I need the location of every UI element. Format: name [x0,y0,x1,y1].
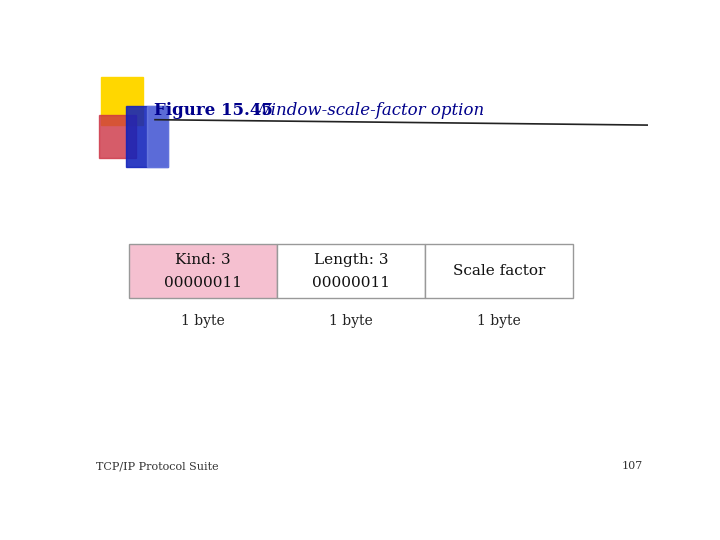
Bar [147,106,168,167]
Text: 00000011: 00000011 [164,275,242,289]
Text: Window-scale-factor option: Window-scale-factor option [238,102,484,119]
Text: Scale factor: Scale factor [453,264,545,278]
Text: 1 byte: 1 byte [329,314,373,328]
Text: 107: 107 [621,462,642,471]
Text: TCP/IP Protocol Suite: TCP/IP Protocol Suite [96,462,218,471]
Text: Length: 3: Length: 3 [314,253,388,267]
Text: Figure 15.45: Figure 15.45 [154,102,273,119]
Text: 1 byte: 1 byte [477,314,521,328]
Text: 1 byte: 1 byte [181,314,225,328]
Bar [126,106,168,167]
Text: Kind: 3: Kind: 3 [175,253,231,267]
Bar [277,244,425,298]
Bar [425,244,572,298]
Text: 00000011: 00000011 [312,275,390,289]
Bar [101,77,143,125]
Bar [129,244,277,298]
Bar [99,114,136,158]
